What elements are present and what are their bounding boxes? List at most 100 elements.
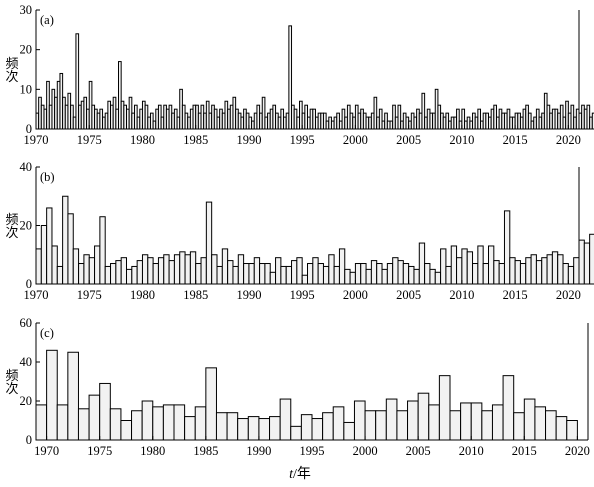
panel-c: 0 20 40 60 1970 1975 1980 1985 1990 1995 2000 2005 2… <box>4 316 590 458</box>
y-tick-label: 20 <box>20 219 33 233</box>
bar <box>237 418 249 441</box>
bar <box>523 398 536 441</box>
bar <box>477 245 484 285</box>
bar <box>259 263 266 285</box>
bar <box>291 260 298 285</box>
bar <box>328 254 335 285</box>
bar <box>482 263 489 285</box>
panel-b: 0 20 40 1970 1975 1980 1985 1990 1995 2000 2005 201… <box>4 160 594 302</box>
x-tick-label: 1980 <box>130 288 155 302</box>
bar <box>300 414 313 441</box>
bar <box>385 398 398 441</box>
bar <box>205 367 217 441</box>
bar <box>189 251 197 285</box>
bar <box>364 410 377 441</box>
bar <box>269 271 277 285</box>
bar <box>120 420 133 441</box>
x-tick-label: 2000 <box>343 133 368 147</box>
bar <box>141 254 149 285</box>
bar <box>555 416 568 441</box>
bar <box>567 265 575 285</box>
x-tick-label: 1995 <box>300 444 325 458</box>
bar <box>360 263 367 285</box>
x-tick-label: 2000 <box>353 444 378 458</box>
bar <box>338 248 346 285</box>
bar <box>280 265 287 285</box>
bar <box>40 225 48 285</box>
bar <box>491 404 504 441</box>
panel-a: 0 10 20 30 1970 1975 1980 1985 1990 1995 2000 2005 2… <box>4 3 594 147</box>
bar <box>173 254 181 285</box>
bar <box>449 410 462 441</box>
bar <box>509 257 516 285</box>
bar <box>519 263 527 285</box>
x-tick-label: 2005 <box>406 444 431 458</box>
bar <box>332 406 345 441</box>
panel-label-c: (c) <box>40 326 54 340</box>
y-tick-label: 0 <box>26 433 32 447</box>
bar <box>493 260 500 285</box>
bar <box>227 260 234 285</box>
bar <box>35 404 48 441</box>
x-axis-title-unit: /年 <box>293 466 311 482</box>
bar <box>211 254 218 285</box>
x-tick-label: 2015 <box>503 288 528 302</box>
bar <box>67 213 74 285</box>
bar <box>253 257 261 285</box>
x-tick-label: 1990 <box>246 444 271 458</box>
x-axis-title-italic: t <box>289 467 294 482</box>
bar <box>88 257 96 285</box>
bar <box>578 239 585 285</box>
bar <box>301 274 308 285</box>
y-tick-label: 0 <box>26 122 32 136</box>
bar <box>546 254 553 285</box>
bar <box>120 257 128 285</box>
bar <box>226 412 239 441</box>
bars-b <box>35 195 594 285</box>
bar <box>513 412 525 441</box>
bar <box>205 201 213 285</box>
y-tick-label: 10 <box>20 82 33 96</box>
x-tick-label: 2015 <box>503 133 528 147</box>
bar <box>456 257 463 285</box>
y-tick-label: 40 <box>20 160 33 174</box>
bar <box>157 257 165 285</box>
bar <box>551 251 559 285</box>
y-axis-label-a: 频次 <box>4 57 19 83</box>
bar <box>428 404 440 441</box>
y-tick-label: 0 <box>26 277 32 291</box>
bar <box>530 254 537 285</box>
y-tick-label: 20 <box>20 394 33 408</box>
bar <box>502 375 515 441</box>
bar <box>562 263 569 285</box>
bar <box>396 410 409 441</box>
x-tick-label: 1970 <box>24 133 49 147</box>
bar <box>311 418 324 441</box>
bar <box>168 260 175 285</box>
bar <box>296 257 303 285</box>
bar <box>99 216 106 285</box>
bar <box>317 263 324 285</box>
bar <box>397 260 404 285</box>
bar <box>184 254 191 285</box>
bar <box>152 406 164 441</box>
x-tick-label: 2020 <box>556 288 581 302</box>
bar <box>243 263 250 285</box>
x-tick-label: 2010 <box>449 133 474 147</box>
x-tick-label: 1985 <box>193 444 218 458</box>
bar <box>407 400 419 441</box>
bar <box>589 233 594 285</box>
bar <box>445 265 452 285</box>
bar <box>343 421 355 441</box>
bar <box>573 257 580 285</box>
x-tick-label: 2015 <box>512 444 537 458</box>
panel-label-b: (b) <box>40 170 55 184</box>
bar <box>110 263 117 285</box>
bar <box>503 210 511 285</box>
bar <box>194 406 207 441</box>
bar <box>440 248 447 285</box>
x-tick-label: 1970 <box>24 288 49 302</box>
bar <box>200 257 207 285</box>
